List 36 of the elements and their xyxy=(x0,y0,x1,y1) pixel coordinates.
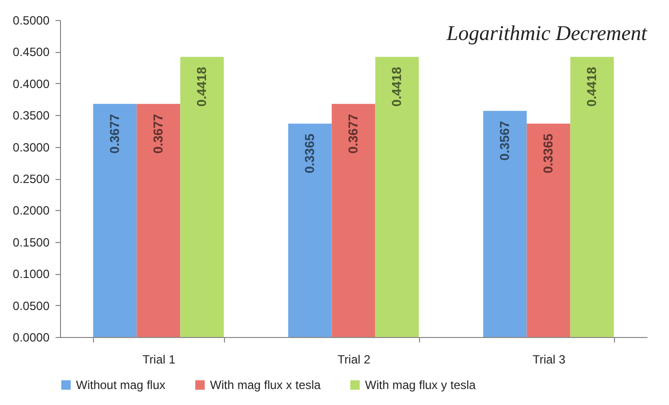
y-tick-label: 0.0500 xyxy=(12,298,50,313)
y-tick-label: 0.1500 xyxy=(12,235,50,250)
data-label: 0.3677 xyxy=(346,114,360,154)
y-tick-label: 0.4500 xyxy=(12,45,50,60)
bar xyxy=(180,56,224,337)
bar xyxy=(93,104,137,337)
data-label: 0.4418 xyxy=(389,66,404,107)
y-tick-label: 0.2000 xyxy=(12,204,50,218)
x-tick-label: Trial 3 xyxy=(532,352,566,366)
bar xyxy=(136,104,180,337)
y-tick-label: 0.1000 xyxy=(12,267,50,282)
data-label: 0.3567 xyxy=(496,120,512,161)
bar xyxy=(570,56,614,337)
bar xyxy=(332,104,376,337)
bar xyxy=(526,124,570,337)
legend-label: Without mag flux xyxy=(76,378,166,392)
legend-label: With mag flux y tesla xyxy=(365,378,476,392)
y-tick-label: 0.3000 xyxy=(12,140,50,154)
y-tick-label: 0.4000 xyxy=(12,76,50,91)
data-label: 0.4418 xyxy=(194,66,210,107)
bar xyxy=(483,110,527,337)
data-label: 0.3365 xyxy=(302,134,317,174)
y-tick-label: 0.0000 xyxy=(12,330,50,344)
y-tick-label: 0.2500 xyxy=(12,172,50,186)
data-label: 0.4418 xyxy=(584,66,600,107)
y-tick-label: 0.3500 xyxy=(12,108,50,123)
bar xyxy=(375,56,419,337)
x-tick-label: Trial 1 xyxy=(142,352,176,366)
x-tick-label: Trial 2 xyxy=(338,352,371,366)
data-label: 0.3677 xyxy=(106,114,122,154)
data-label: 0.3365 xyxy=(540,134,556,174)
chart-title: Logarithmic Decrement xyxy=(446,21,648,45)
data-label: 0.3677 xyxy=(150,114,166,154)
bar xyxy=(288,124,332,337)
legend-label: With mag flux x tesla xyxy=(210,378,322,392)
y-tick-label: 0.5000 xyxy=(12,14,50,28)
